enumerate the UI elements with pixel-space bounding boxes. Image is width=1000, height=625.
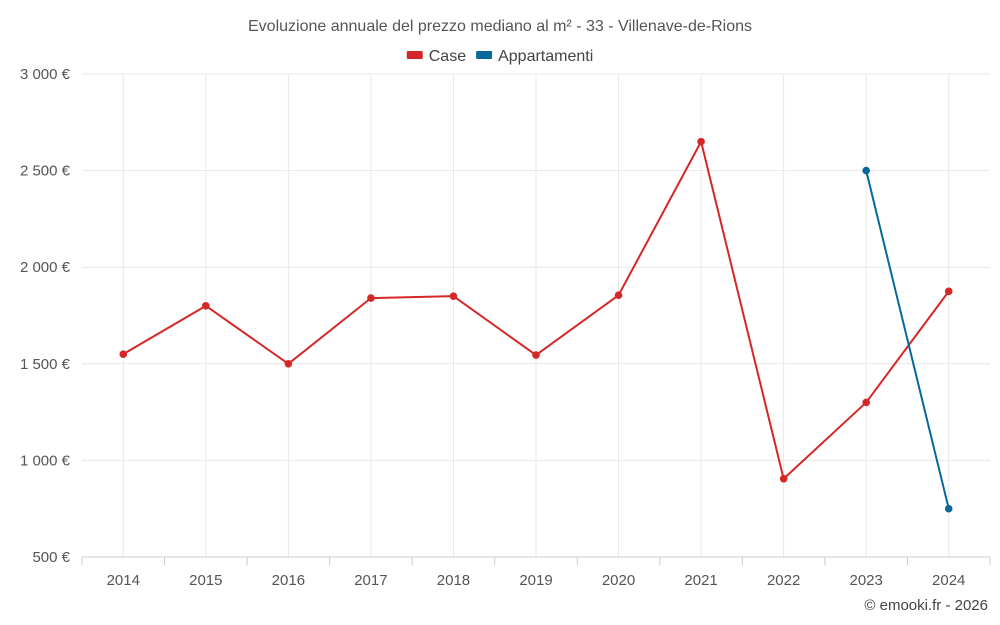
data-point-appartamenti[interactable]	[862, 166, 870, 175]
data-point-case[interactable]	[284, 360, 293, 368]
x-tick-label: 2018	[437, 572, 470, 589]
y-tick-label: 3 000 €	[20, 66, 71, 83]
data-point-case[interactable]	[944, 287, 953, 296]
data-point-case[interactable]	[449, 292, 458, 300]
data-point-case[interactable]	[202, 302, 210, 310]
series-line-appartamenti	[865, 170, 950, 509]
y-axis: 500 € 1 000 € 1 500 € 2 000 € 2 500 € 3 000 €	[20, 66, 71, 566]
chart-title: Evoluzione annuale del prezzo mediano al…	[248, 18, 752, 35]
data-point-case[interactable]	[532, 351, 540, 359]
series-case	[119, 137, 953, 483]
y-tick-label: 1 000 €	[20, 452, 71, 469]
data-point-case[interactable]	[697, 137, 705, 146]
x-tick-label: 2022	[767, 572, 800, 589]
legend-swatch-case[interactable]	[406, 51, 423, 59]
data-point-case[interactable]	[119, 350, 128, 358]
data-point-case[interactable]	[862, 398, 870, 407]
y-tick-label: 2 000 €	[20, 259, 71, 276]
x-tick-label: 2015	[189, 572, 222, 589]
y-tick-label: 500 €	[32, 549, 70, 566]
credit-text: © emooki.fr - 2026	[864, 597, 988, 614]
x-tick-label: 2021	[684, 572, 717, 589]
x-tick-label: 2017	[354, 572, 387, 589]
x-tick-label: 2014	[107, 572, 140, 589]
x-tick-label: 2020	[602, 572, 635, 589]
series-appartamenti	[862, 166, 953, 513]
y-tick-label: 2 500 €	[20, 163, 71, 180]
data-point-case[interactable]	[614, 291, 623, 300]
legend-label: Appartamenti	[498, 48, 593, 65]
data-point-case[interactable]	[779, 474, 788, 483]
gridlines	[82, 73, 990, 558]
x-tick-label: 2016	[272, 572, 305, 589]
series-layer	[119, 137, 953, 513]
legend: Case Appartamenti	[406, 48, 593, 65]
y-tick-label: 1 500 €	[20, 356, 71, 373]
x-axis: 2014 2015 2016 2017 2018 2019 2020 2021 2022 2023…	[81, 556, 991, 589]
legend-swatch-appartamenti[interactable]	[476, 51, 493, 59]
x-tick-label: 2019	[519, 572, 552, 589]
data-point-case[interactable]	[367, 294, 375, 302]
x-tick-label: 2023	[849, 572, 882, 589]
x-tick-label: 2024	[932, 572, 965, 589]
legend-label: Case	[429, 48, 466, 65]
data-point-appartamenti[interactable]	[944, 504, 953, 513]
